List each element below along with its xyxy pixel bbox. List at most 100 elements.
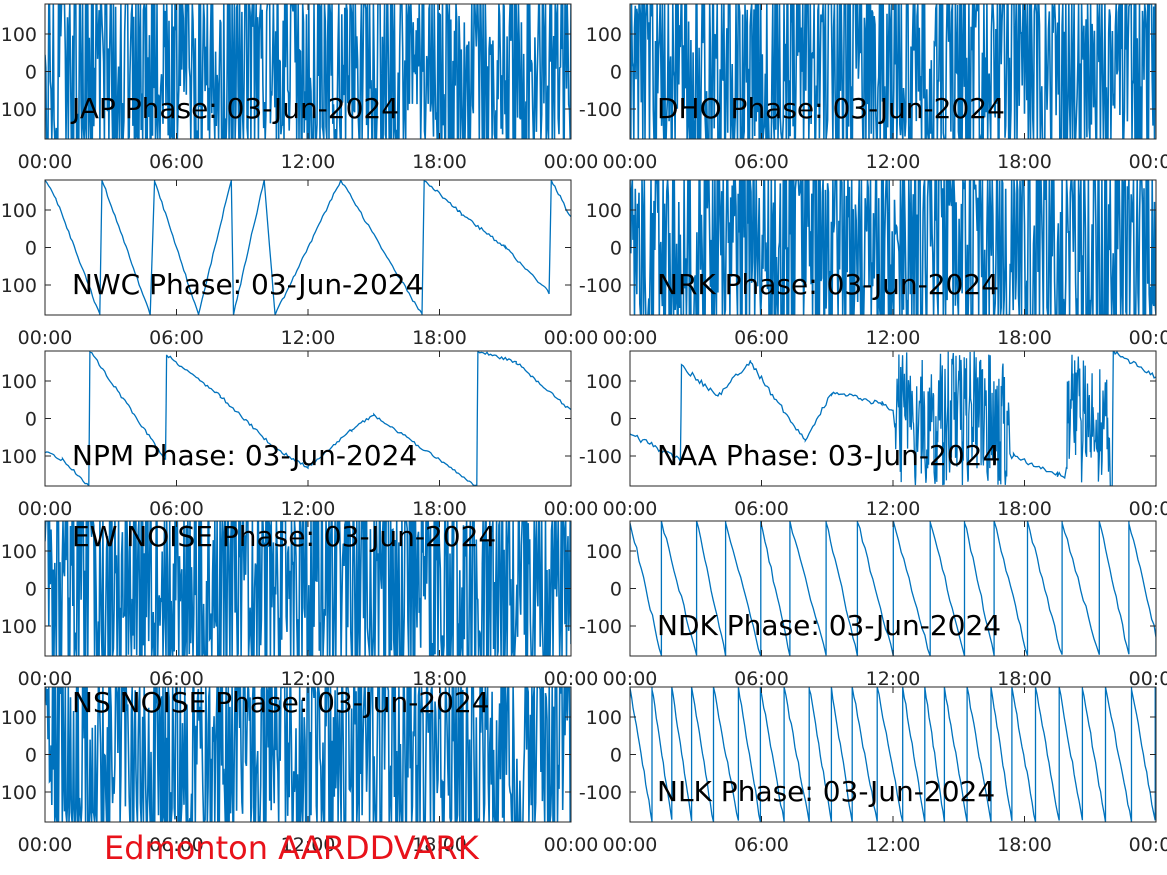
x-tick-label: 06:00: [149, 498, 204, 520]
phase-panel-8: -100 0 100 00:00 06:00 12:00 18:00 00:00 NS NOIS…: [0, 686, 598, 856]
x-tick-label: 18:00: [997, 327, 1052, 349]
x-tick-label: 00:00: [603, 834, 658, 856]
y-tick-label: -100: [0, 446, 37, 468]
y-tick-label: -100: [579, 616, 622, 638]
y-tick-label: 0: [25, 238, 37, 260]
y-tick-label: 0: [610, 409, 622, 431]
x-tick-label: 06:00: [149, 834, 204, 856]
y-tick-label: 100: [586, 707, 622, 729]
panel-label: NRK Phase: 03-Jun-2024: [657, 268, 999, 301]
x-tick-label: 12:00: [281, 327, 336, 349]
x-tick-label: 00:00: [18, 834, 73, 856]
phase-series-line: [45, 687, 571, 822]
panel-label: NDK Phase: 03-Jun-2024: [657, 609, 1001, 642]
x-tick-label: 18:00: [412, 151, 467, 173]
x-tick-label: 12:00: [281, 151, 336, 173]
x-tick-label: 12:00: [866, 498, 921, 520]
x-tick-label: 00:00: [18, 327, 73, 349]
x-tick-label: 12:00: [866, 668, 921, 690]
phase-series-line: [45, 351, 571, 486]
x-tick-label: 00:00: [544, 834, 599, 856]
phase-panel-6: -100 0 100 00:00 06:00 12:00 18:00 00:00 EW NOIS…: [0, 520, 598, 690]
x-tick-label: 00:00: [1129, 327, 1167, 349]
x-tick-label: 00:00: [603, 668, 658, 690]
y-tick-label: -100: [0, 275, 37, 297]
phase-series-line: [630, 4, 1156, 139]
x-tick-label: 00:00: [544, 151, 599, 173]
x-tick-label: 00:00: [603, 498, 658, 520]
phase-panel-7: -100 0 100 00:00 06:00 12:00 18:00 00:00 NDK Pha…: [579, 520, 1167, 690]
x-tick-label: 00:00: [544, 668, 599, 690]
panel-label: EW NOISE Phase: 03-Jun-2024: [72, 520, 496, 553]
y-tick-label: 100: [586, 371, 622, 393]
y-tick-label: -100: [579, 446, 622, 468]
phase-series-line: [630, 521, 1156, 656]
x-tick-label: 06:00: [734, 327, 789, 349]
x-tick-label: 18:00: [997, 668, 1052, 690]
x-tick-label: 12:00: [866, 151, 921, 173]
x-tick-label: 00:00: [544, 498, 599, 520]
station-caption: Edmonton AARDDVARK: [104, 829, 479, 867]
x-tick-label: 00:00: [18, 151, 73, 173]
y-tick-label: 100: [586, 541, 622, 563]
panel-label: DHO Phase: 03-Jun-2024: [657, 92, 1005, 125]
x-tick-label: 00:00: [18, 498, 73, 520]
phase-panel-3: -100 0 100 00:00 06:00 12:00 18:00 00:00 NRK Pha…: [579, 179, 1167, 349]
phase-panel-9: -100 0 100 00:00 06:00 12:00 18:00 00:00 NLK Pha…: [579, 686, 1167, 856]
y-tick-label: 100: [1, 541, 37, 563]
x-tick-label: 18:00: [997, 834, 1052, 856]
panel-label: NS NOISE Phase: 03-Jun-2024: [72, 686, 490, 719]
phase-panel-0: -100 0 100 00:00 06:00 12:00 18:00 00:00 JAP Pha…: [0, 3, 599, 173]
phase-panel-4: -100 0 100 00:00 06:00 12:00 18:00 00:00 NPM Pha…: [0, 350, 599, 520]
x-tick-label: 00:00: [544, 327, 599, 349]
y-tick-label: 0: [610, 579, 622, 601]
x-tick-label: 06:00: [734, 834, 789, 856]
y-tick-label: 0: [610, 62, 622, 84]
panel-label: NWC Phase: 03-Jun-2024: [72, 268, 423, 301]
x-tick-label: 12:00: [281, 668, 336, 690]
phase-series-line: [630, 180, 1156, 315]
y-tick-label: 0: [25, 62, 37, 84]
phase-series-line: [630, 351, 1156, 486]
x-tick-label: 00:00: [1129, 668, 1167, 690]
y-tick-label: -100: [0, 99, 37, 121]
phase-series-line: [630, 687, 1156, 822]
y-tick-label: 100: [1, 707, 37, 729]
y-tick-label: 0: [25, 745, 37, 767]
x-tick-label: 00:00: [1129, 151, 1167, 173]
x-tick-label: 00:00: [1129, 498, 1167, 520]
x-tick-label: 18:00: [997, 498, 1052, 520]
y-tick-label: 0: [610, 238, 622, 260]
x-tick-label: 18:00: [412, 834, 467, 856]
y-tick-label: 100: [1, 371, 37, 393]
x-tick-label: 06:00: [149, 327, 204, 349]
panel-label: JAP Phase: 03-Jun-2024: [70, 92, 399, 125]
x-tick-label: 18:00: [412, 327, 467, 349]
y-tick-label: 100: [586, 24, 622, 46]
y-tick-label: -100: [0, 782, 37, 804]
x-tick-label: 18:00: [412, 668, 467, 690]
phase-panel-1: -100 0 100 00:00 06:00 12:00 18:00 00:00 DHO Pha…: [579, 3, 1167, 173]
x-tick-label: 00:00: [603, 327, 658, 349]
y-tick-label: 0: [25, 409, 37, 431]
y-tick-label: -100: [0, 616, 37, 638]
x-tick-label: 18:00: [412, 498, 467, 520]
y-tick-label: 100: [1, 24, 37, 46]
x-tick-label: 00:00: [18, 668, 73, 690]
phase-panel-2: -100 0 100 00:00 06:00 12:00 18:00 00:00 NWC Pha…: [0, 179, 599, 349]
x-tick-label: 18:00: [997, 151, 1052, 173]
panel-label: NPM Phase: 03-Jun-2024: [72, 439, 417, 472]
x-tick-label: 00:00: [603, 151, 658, 173]
phase-series-line: [45, 4, 571, 139]
x-tick-label: 06:00: [149, 668, 204, 690]
panel-label: NAA Phase: 03-Jun-2024: [657, 439, 1000, 472]
phase-panel-5: -100 0 100 00:00 06:00 12:00 18:00 00:00 NAA Pha…: [579, 350, 1167, 520]
y-tick-label: -100: [579, 99, 622, 121]
y-tick-label: 100: [1, 200, 37, 222]
x-tick-label: 12:00: [281, 834, 336, 856]
x-tick-label: 06:00: [734, 151, 789, 173]
y-tick-label: 0: [25, 579, 37, 601]
y-tick-label: 100: [586, 200, 622, 222]
phase-series-line: [45, 180, 571, 315]
